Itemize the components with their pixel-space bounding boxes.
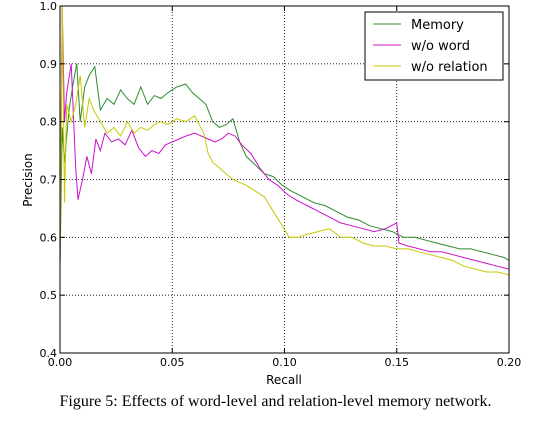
legend-label: w/o relation: [411, 60, 488, 75]
series-lines: [59, 5, 510, 276]
legend: Memory w/o word w/o relation: [364, 11, 504, 81]
y-axis-label: Precision: [21, 153, 35, 207]
legend-box: [364, 11, 504, 81]
series-line-memory: [59, 63, 510, 267]
legend-label: Memory: [411, 18, 464, 33]
y-tick-label: 1.0: [40, 0, 58, 13]
y-tick-label: 0.7: [40, 174, 58, 187]
y-tick-label: 0.9: [40, 58, 58, 71]
x-tick-label: 0.00: [48, 356, 73, 369]
precision-recall-chart: 0.00 0.05 0.10 0.15 0.20 0.4 0.5 0.6 0.7 0.8 0.9 1.…: [21, 0, 522, 387]
x-tick-label: 0.05: [160, 356, 185, 369]
series-line-w-o-relation: [59, 5, 510, 276]
y-tick-label: 0.6: [40, 231, 58, 244]
x-axis-label: Recall: [266, 373, 302, 387]
y-tick-label: 0.5: [40, 289, 58, 302]
figure-caption: Figure 5: Effects of word-level and rela…: [59, 393, 492, 410]
axis-ticks: 0.00 0.05 0.10 0.15 0.20 0.4 0.5 0.6 0.7 0.8 0.9 1.…: [40, 0, 522, 369]
legend-label: w/o word: [411, 39, 470, 54]
x-tick-label: 0.10: [272, 356, 297, 369]
x-tick-label: 0.15: [385, 356, 410, 369]
y-tick-label: 0.8: [40, 116, 58, 129]
y-tick-label: 0.4: [40, 347, 58, 360]
x-tick-label: 0.20: [497, 356, 522, 369]
series-line-w-o-word: [59, 5, 510, 270]
